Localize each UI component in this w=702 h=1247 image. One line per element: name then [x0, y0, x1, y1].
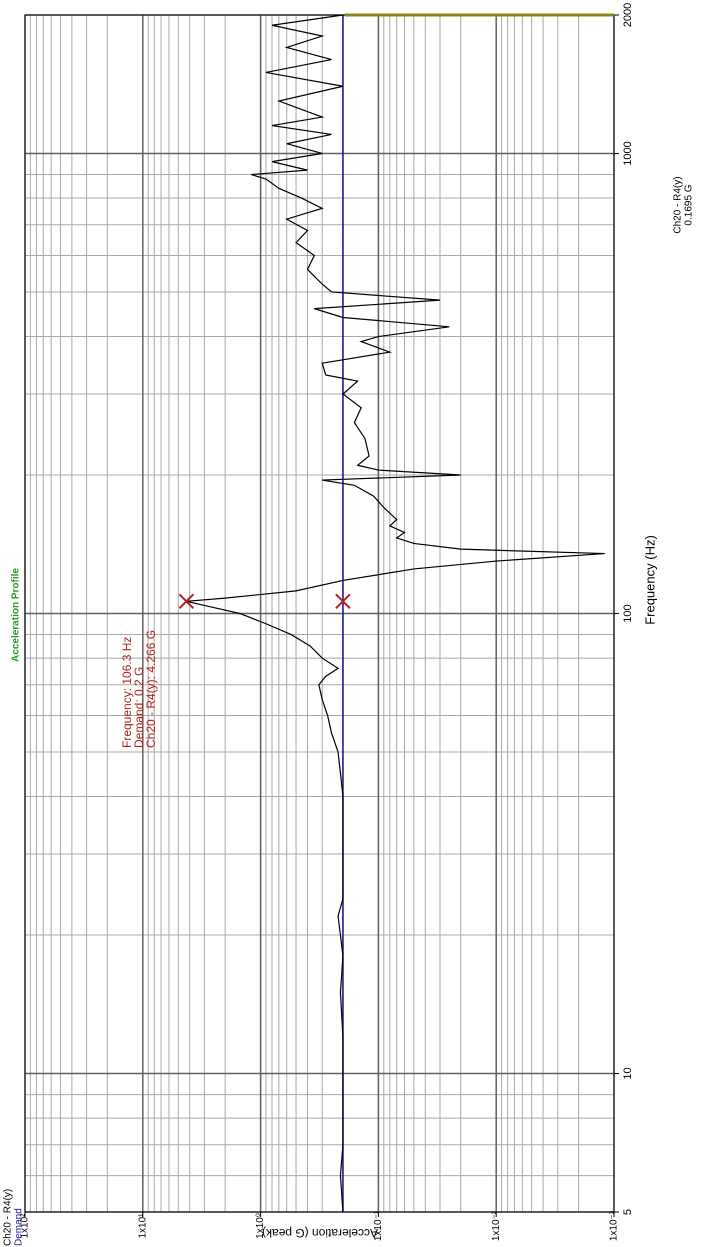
x-tick-label: 2000	[622, 3, 634, 27]
y-tick-label: 1x10⁰	[255, 1213, 266, 1239]
plot-border	[24, 14, 615, 1213]
cursor-label: Ch20 - R4(y)	[673, 176, 684, 233]
chart-title: Acceleration Profile	[11, 568, 22, 662]
y-tick-label: 1x10⁻²	[491, 1210, 502, 1241]
annotation: Demand: 0.2 G	[132, 667, 146, 748]
y-axis-label: Acceleration (G peak)	[262, 1226, 378, 1240]
legend-entry: Ch20 - R4(y)	[3, 1189, 14, 1246]
grid	[24, 14, 619, 1217]
y-tick-label: 1x10²	[20, 1213, 31, 1239]
x-axis-label: Frequency (Hz)	[642, 535, 657, 625]
x-tick-label: 5	[622, 1209, 634, 1215]
cursor-marker	[335, 593, 351, 610]
legend-entry: Demand	[14, 1208, 25, 1246]
y-tick-label: 1x10⁻¹	[373, 1210, 384, 1241]
y-tick-label: 1x10¹	[137, 1213, 148, 1239]
annotation: Ch20 - R4(y): 4.266 G	[144, 630, 158, 748]
x-tick-label: 10	[622, 1067, 634, 1079]
cursor-marker	[178, 593, 195, 610]
series-line	[186, 14, 605, 1213]
y-tick-label: 1x10⁻³	[609, 1210, 620, 1241]
plot	[178, 14, 605, 1213]
x-tick-label: 100	[622, 604, 634, 622]
annotation: Frequency: 106.3 Hz	[120, 637, 134, 748]
x-tick-label: 1000	[622, 141, 634, 165]
cursor-value: 0.1695 G	[684, 184, 695, 225]
